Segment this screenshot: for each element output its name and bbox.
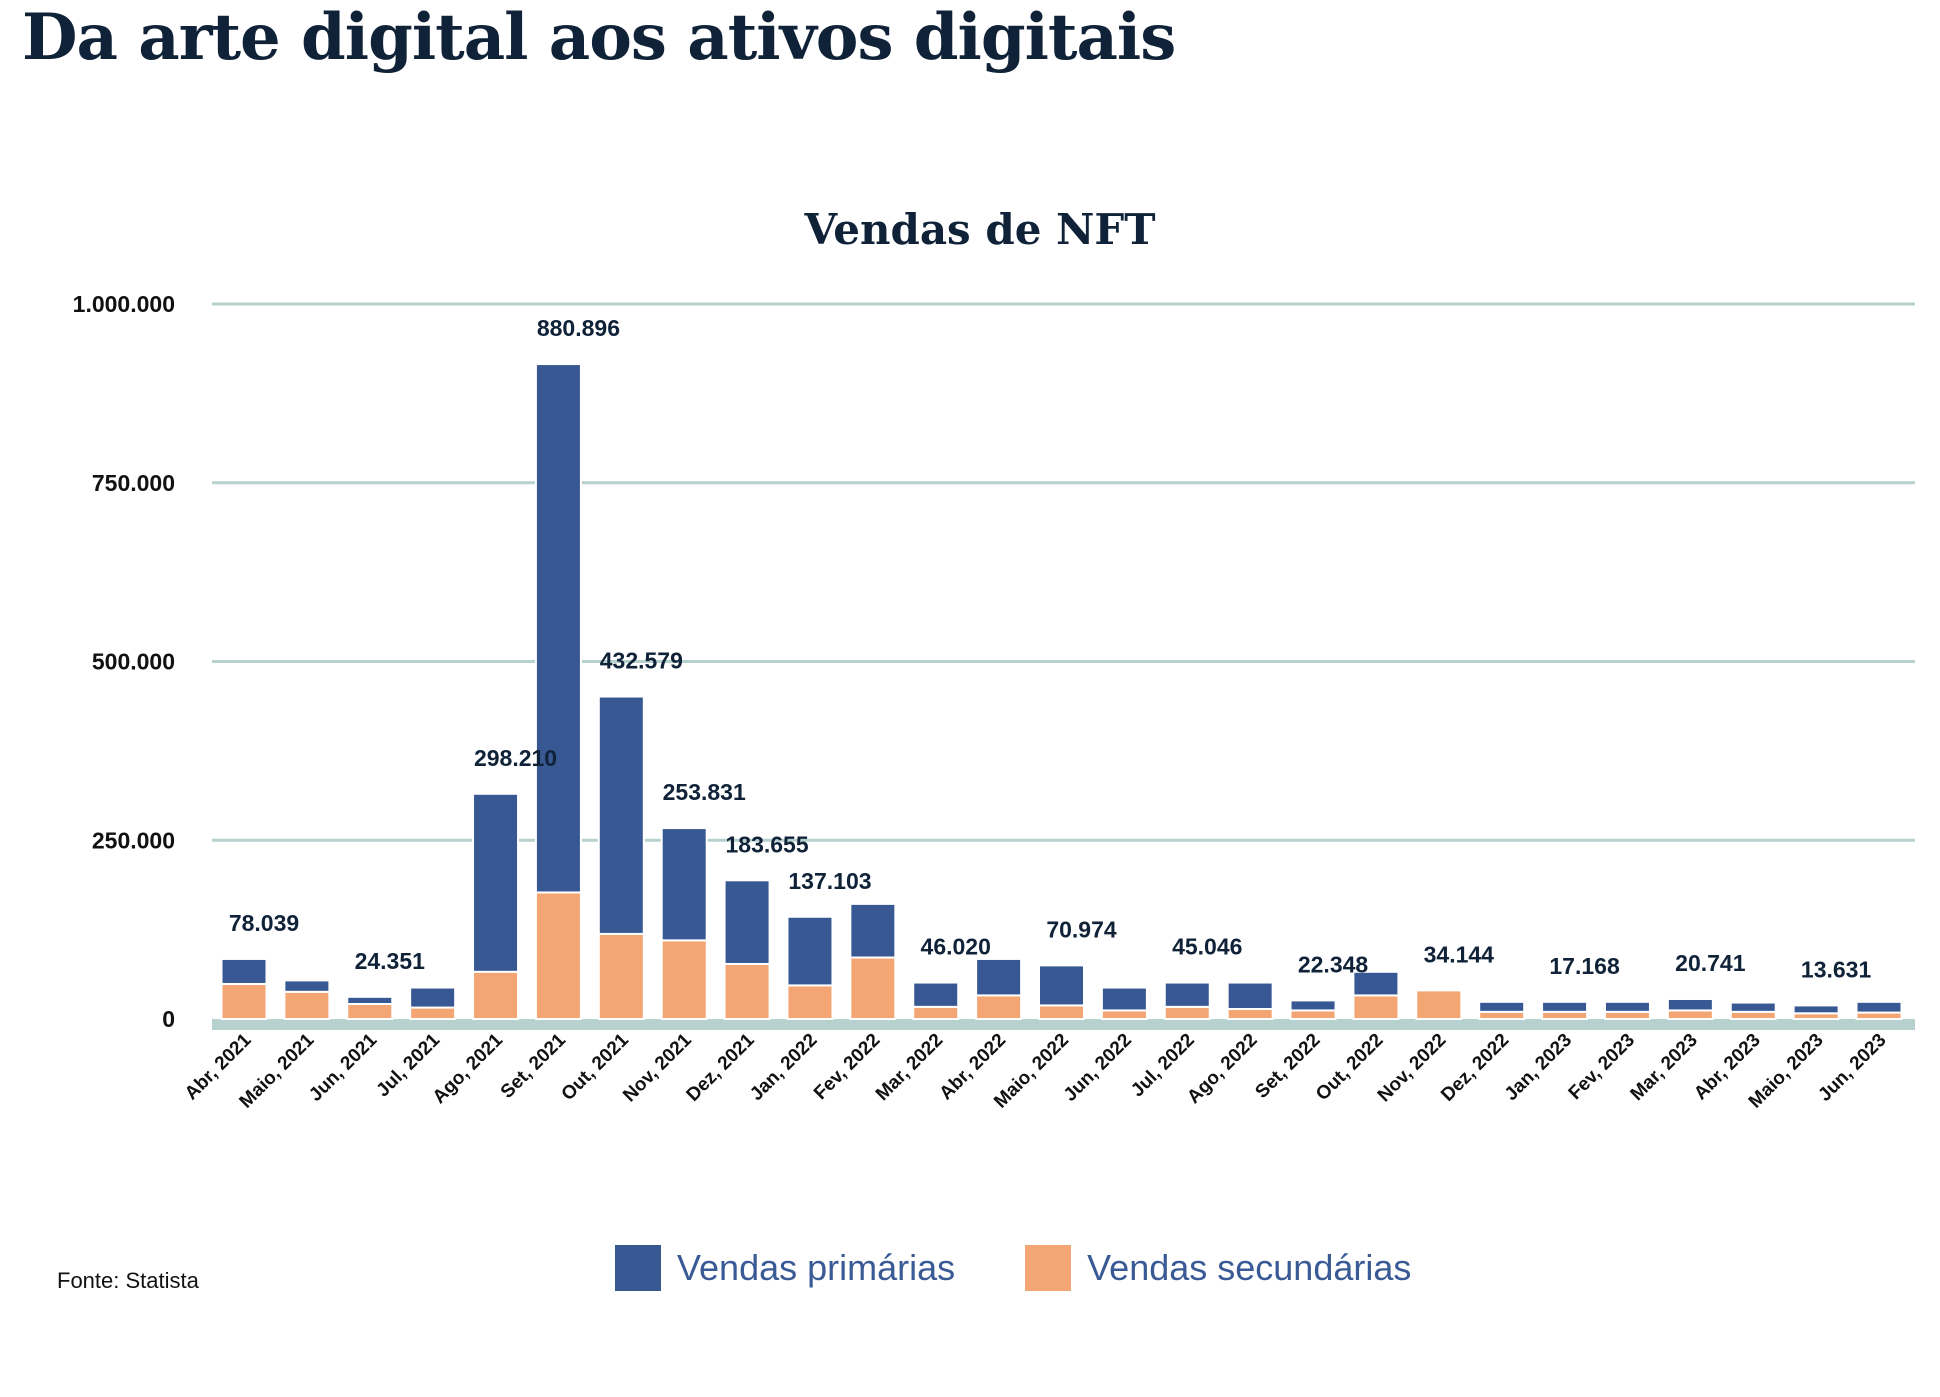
data-label: 137.103 — [788, 868, 871, 894]
page-title: Da arte digital aos ativos digitais — [22, 0, 1176, 75]
bar-primary — [1352, 970, 1400, 997]
bar-primary — [723, 879, 771, 965]
bar-primary — [409, 986, 457, 1009]
bar-secondary — [1666, 1009, 1714, 1020]
data-label: 253.831 — [663, 779, 746, 805]
bar-secondary — [975, 994, 1023, 1021]
data-label: 70.974 — [1046, 916, 1117, 942]
data-label: 78.039 — [229, 910, 299, 936]
data-label: 22.348 — [1298, 951, 1369, 977]
bar-primary — [597, 695, 645, 935]
bar-secondary — [723, 962, 771, 1021]
bar-secondary — [660, 939, 708, 1020]
x-tick-label: Mar, 2022 — [872, 1030, 947, 1105]
bar-primary — [1729, 1001, 1777, 1013]
bar-primary — [346, 995, 394, 1005]
bar-secondary — [220, 982, 268, 1021]
data-label: 432.579 — [600, 648, 683, 674]
data-label: 880.896 — [537, 315, 620, 341]
bar-secondary — [786, 984, 834, 1021]
bar-secondary — [534, 891, 582, 1021]
bar-primary — [472, 792, 520, 973]
bar-primary — [1603, 1000, 1651, 1013]
y-tick-label: 750.000 — [92, 470, 175, 496]
legend: Vendas primárias Vendas secundárias — [615, 1245, 1411, 1291]
x-axis-baseline — [212, 1019, 1915, 1030]
bar-primary — [1163, 981, 1211, 1008]
bar-secondary — [1603, 1010, 1651, 1020]
data-label: 13.631 — [1801, 956, 1872, 982]
bar-secondary — [912, 1005, 960, 1020]
bar-primary — [975, 957, 1023, 997]
legend-item-secondary: Vendas secundárias — [1025, 1245, 1411, 1291]
bar-secondary — [1226, 1007, 1274, 1020]
x-tick-label: Mar, 2023 — [1627, 1030, 1702, 1105]
x-tick-label: Dez, 2021 — [683, 1029, 759, 1105]
bar-primary — [220, 957, 268, 985]
source-note: Fonte: Statista — [57, 1268, 199, 1293]
data-label: 183.655 — [726, 831, 809, 857]
data-label: 45.046 — [1172, 934, 1242, 960]
y-tick-label: 500.000 — [92, 649, 175, 675]
bar-secondary — [1289, 1009, 1337, 1020]
y-tick-label: 1.000.000 — [73, 291, 175, 317]
y-tick-label: 0 — [162, 1006, 175, 1032]
data-label: 24.351 — [355, 948, 426, 974]
bar-secondary — [1038, 1004, 1085, 1020]
legend-item-primary: Vendas primárias — [615, 1245, 955, 1291]
bar-primary — [1541, 1000, 1589, 1013]
bar-secondary — [1163, 1005, 1211, 1020]
bar-primary — [1666, 997, 1714, 1012]
legend-swatch-primary — [615, 1245, 661, 1291]
x-tick-label: Jan, 2023 — [1501, 1030, 1576, 1105]
bar-primary — [786, 915, 834, 987]
data-label: 17.168 — [1549, 953, 1620, 979]
legend-label-secondary: Vendas secundárias — [1087, 1247, 1412, 1288]
bar-primary — [1038, 964, 1085, 1007]
bar-secondary — [472, 970, 520, 1020]
x-tick-label: Jun, 2021 — [305, 1029, 381, 1105]
bar-secondary — [1541, 1010, 1589, 1020]
bar-secondary — [409, 1006, 457, 1020]
y-tick-label: 250.000 — [92, 827, 175, 853]
bar-primary — [283, 979, 331, 993]
bar-secondary — [1352, 994, 1400, 1021]
bar-secondary — [346, 1002, 394, 1020]
data-label: 46.020 — [921, 934, 991, 960]
bar-primary — [534, 363, 582, 894]
x-tick-label: Jun, 2023 — [1814, 1030, 1890, 1106]
bar-primary — [1226, 981, 1274, 1010]
legend-label-primary: Vendas primárias — [677, 1247, 956, 1288]
chart-title: Vendas de NFT — [804, 205, 1156, 254]
bar-primary — [660, 827, 708, 942]
bar-primary — [1100, 986, 1148, 1012]
stacked-bar-chart: 78.039 24.351 298.210 880.896 432.579 253.831… — [73, 291, 1915, 1112]
bar-secondary — [849, 956, 897, 1021]
bar-secondary — [1478, 1010, 1526, 1020]
bar-secondary — [1415, 989, 1463, 1021]
data-label: 298.210 — [474, 745, 557, 771]
bar-primary — [1792, 1004, 1840, 1015]
x-tick-label: Dez, 2022 — [1437, 1030, 1513, 1106]
bar-primary — [1855, 1000, 1903, 1014]
bar-secondary — [283, 990, 331, 1021]
bar-secondary — [1729, 1010, 1777, 1020]
bar-primary — [849, 902, 897, 959]
legend-swatch-secondary — [1025, 1245, 1072, 1291]
x-tick-label: Jan, 2022 — [746, 1030, 821, 1105]
data-label: 20.741 — [1675, 950, 1746, 976]
bar-primary — [1289, 999, 1337, 1012]
bar-primary — [912, 981, 960, 1008]
x-tick-label: Nov, 2021 — [619, 1029, 696, 1106]
data-label: 34.144 — [1424, 941, 1495, 967]
bar-primary — [1478, 1000, 1526, 1013]
bar-secondary — [1100, 1009, 1148, 1020]
x-tick-label: Jun, 2022 — [1060, 1030, 1136, 1106]
bar-secondary — [597, 932, 645, 1020]
x-tick-label: Nov, 2022 — [1374, 1030, 1451, 1107]
